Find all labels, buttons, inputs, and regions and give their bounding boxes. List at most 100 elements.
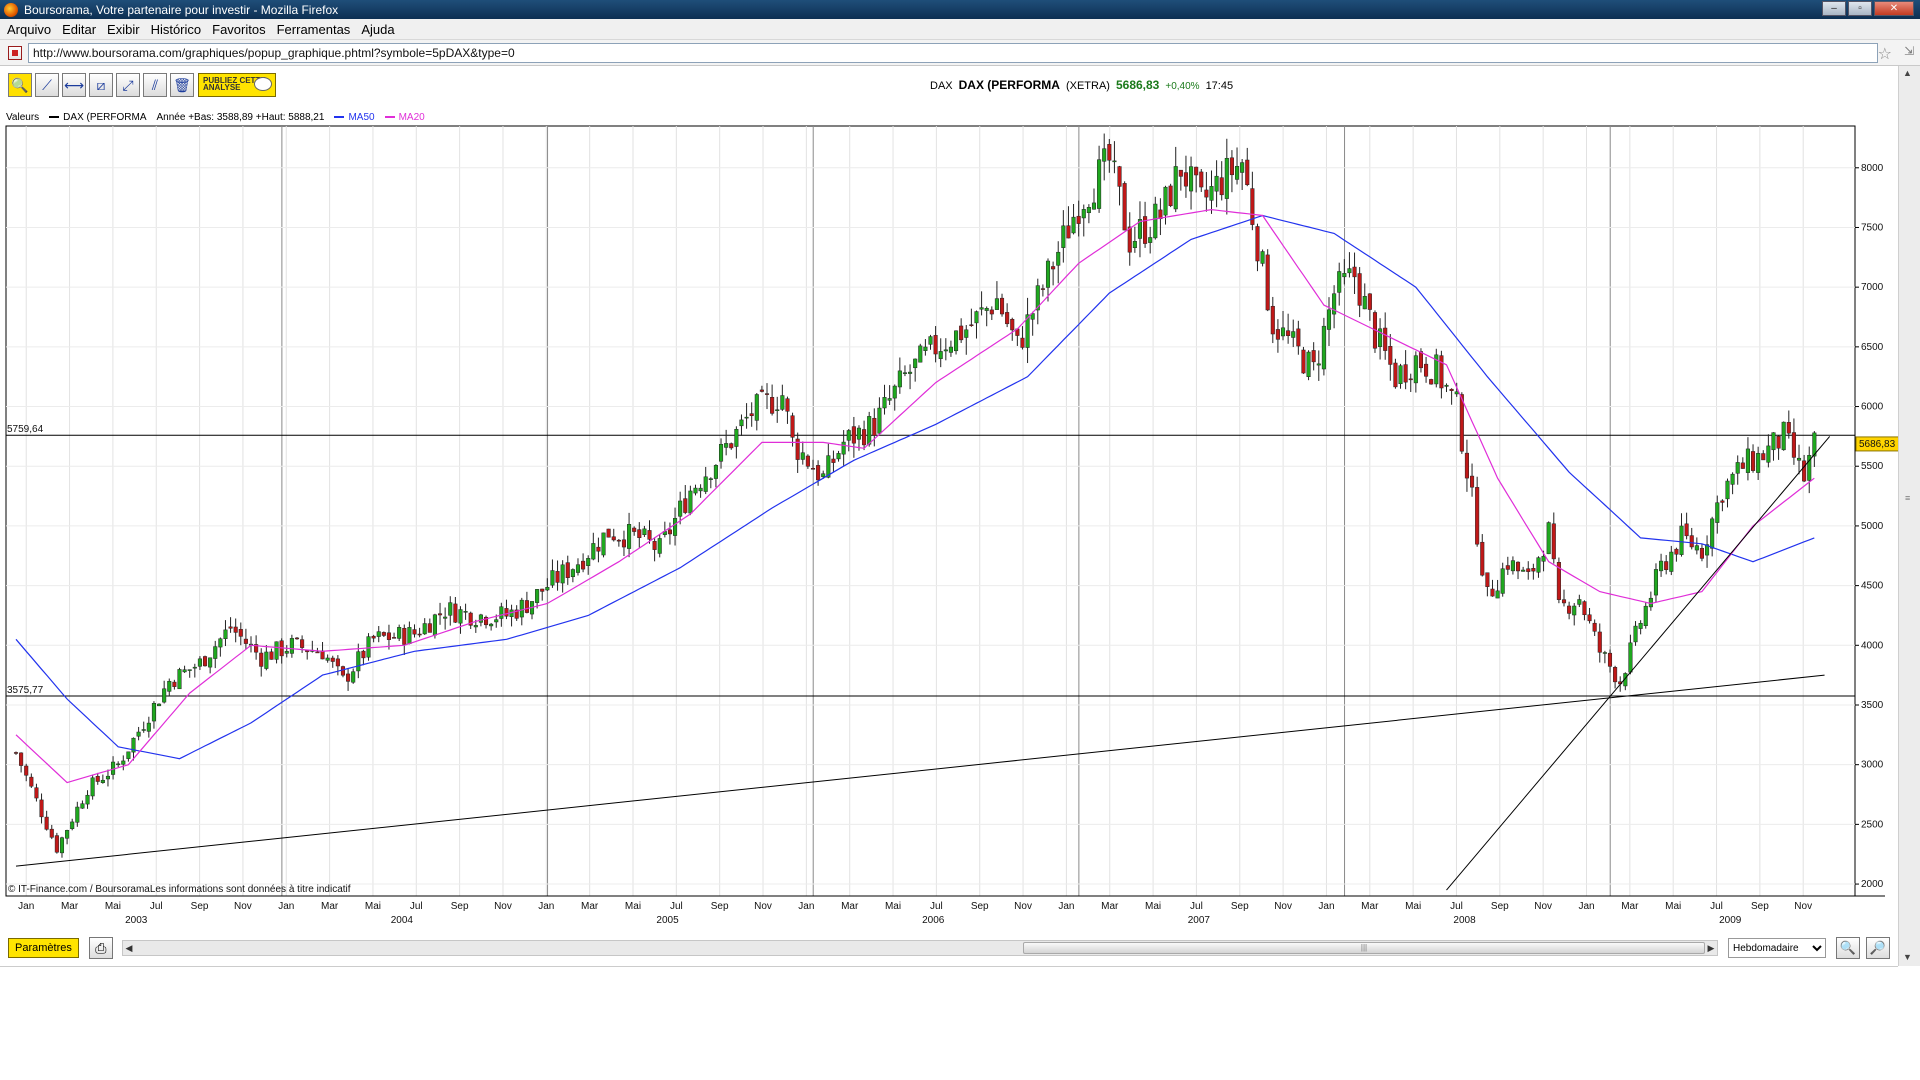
url-input[interactable] (28, 42, 1878, 63)
menu-arquivo[interactable]: Arquivo (7, 21, 52, 37)
candle-down (1485, 572, 1490, 587)
candle-down (514, 609, 519, 619)
period-select[interactable]: Hebdomadaire (1728, 938, 1826, 958)
scroll-grip[interactable]: ≡ (1905, 493, 1911, 503)
candle-up (351, 671, 356, 683)
candle-up (519, 599, 524, 618)
x-tick-label: Jul (670, 901, 683, 912)
candle-up (678, 500, 683, 517)
menu-historico[interactable]: Histórico (150, 21, 202, 37)
candle-up (1321, 325, 1326, 370)
parametres-button[interactable]: Paramètres (8, 938, 79, 958)
x-year-label: 2008 (1453, 915, 1476, 926)
candle-up (366, 636, 371, 658)
candle-up (1398, 365, 1403, 385)
candle-up (1710, 518, 1715, 549)
close-icon[interactable]: ✕ (1874, 1, 1914, 16)
x-tick-label: Mai (1145, 901, 1161, 912)
x-tick-label: Mai (885, 901, 901, 912)
candle-up (693, 487, 698, 494)
print-icon[interactable]: ⎙ (88, 937, 113, 959)
candle-up (146, 722, 151, 732)
zoom-out-icon[interactable]: 🔍 (1836, 937, 1860, 959)
candle-up (703, 476, 708, 492)
x-tick-label: Jan (538, 901, 554, 912)
zoom-in-icon[interactable]: 🔎 (1866, 937, 1890, 959)
scroll-up-icon[interactable]: ▲ (1903, 68, 1912, 78)
trendline-tool-icon[interactable]: ⟋ (35, 73, 59, 97)
candle-up (187, 669, 192, 671)
y-tick-label: 7000 (1861, 282, 1884, 293)
window-titlebar: Boursorama, Votre partenaire pour invest… (0, 0, 1920, 19)
candle-down (1592, 622, 1597, 632)
zoom-tool-icon[interactable]: 🔍 (8, 73, 32, 97)
candle-up (105, 775, 110, 780)
candle-up (902, 372, 907, 374)
candle-down (1158, 209, 1163, 220)
scroll-right-icon[interactable]: ▶ (1707, 943, 1715, 953)
candle-down (254, 644, 259, 653)
menu-ajuda[interactable]: Ajuda (361, 21, 395, 37)
time-scrollbar[interactable]: ◀ ||| ▶ (122, 940, 1718, 956)
scroll-down-icon[interactable]: ▼ (1903, 952, 1912, 962)
candle-up (744, 416, 749, 419)
candle-down (764, 393, 770, 395)
channel-tool-icon[interactable]: ⧄ (89, 73, 113, 97)
resize-grip-icon[interactable]: ⇲ (1903, 44, 1914, 58)
candle-down (1275, 329, 1280, 340)
y-tick-label: 2500 (1861, 819, 1884, 830)
x-tick-label: Mai (365, 901, 381, 912)
candle-down (1561, 599, 1567, 604)
candle-down (54, 835, 59, 853)
bookmark-star-icon[interactable]: ☆ (1877, 46, 1892, 63)
page-scrollbar[interactable]: ▲ ≡ ▼ (1898, 66, 1920, 966)
candle-down (862, 429, 867, 446)
candle-up (59, 837, 65, 854)
candle-down (335, 658, 340, 667)
candle-up (75, 806, 80, 823)
x-tick-label: Sep (971, 901, 989, 912)
menu-exibir[interactable]: Exibir (107, 21, 140, 37)
candle-down (1464, 452, 1469, 479)
scroll-left-icon[interactable]: ◀ (125, 943, 133, 953)
candle-up (836, 453, 841, 460)
x-tick-label: Jan (798, 901, 814, 912)
candle-up (928, 336, 933, 345)
x-year-label: 2007 (1188, 915, 1211, 926)
fibonacci-tool-icon[interactable]: ⤢ (116, 73, 140, 97)
scroll-thumb[interactable]: ||| (1023, 942, 1705, 954)
horizontal-line-tool-icon[interactable]: ⟷ (62, 73, 86, 97)
candle-up (1745, 448, 1750, 473)
price-chart[interactable]: Jan Mar Mai Jul Sep Nov Jan Mar Mai Jul Sep Nov Jan M… (0, 100, 1898, 935)
candle-down (1204, 189, 1209, 198)
publish-analysis-button[interactable]: PUBLIEZ CETTE ANALYSE (198, 73, 276, 97)
candle-up (1362, 296, 1367, 310)
candle-up (167, 680, 172, 692)
candle-down (1051, 266, 1056, 270)
candle-up (1316, 363, 1321, 366)
candle-up (141, 729, 146, 731)
minimize-icon[interactable]: – (1822, 1, 1846, 16)
parallel-tool-icon[interactable]: ⫽ (143, 73, 167, 97)
candle-down (1352, 266, 1357, 278)
x-tick-label: Mar (61, 901, 79, 912)
y-tick-label: 3500 (1861, 700, 1884, 711)
maximize-icon[interactable]: ▫ (1848, 1, 1872, 16)
menu-ferramentas[interactable]: Ferramentas (276, 21, 351, 37)
menu-editar[interactable]: Editar (62, 21, 97, 37)
candle-down (504, 608, 509, 617)
candle-up (213, 646, 218, 659)
candle-up (218, 638, 223, 648)
candle-down (1020, 337, 1025, 348)
candle-down (1010, 318, 1015, 331)
y-tick-label: 4000 (1861, 640, 1884, 651)
candle-up (422, 623, 427, 635)
delete-tool-icon[interactable]: 🗑 (170, 73, 194, 97)
candle-down (381, 632, 386, 636)
x-tick-label: Jul (1710, 901, 1723, 912)
quote-time: 17:45 (1205, 80, 1234, 92)
candle-down (1802, 460, 1807, 482)
chart-toolbar: 🔍 ⟋ ⟷ ⧄ ⤢ ⫽ 🗑 PUBLIEZ CETTE ANALYSE DAX … (0, 70, 1898, 100)
candle-up (432, 614, 437, 636)
menu-favoritos[interactable]: Favoritos (212, 21, 266, 37)
